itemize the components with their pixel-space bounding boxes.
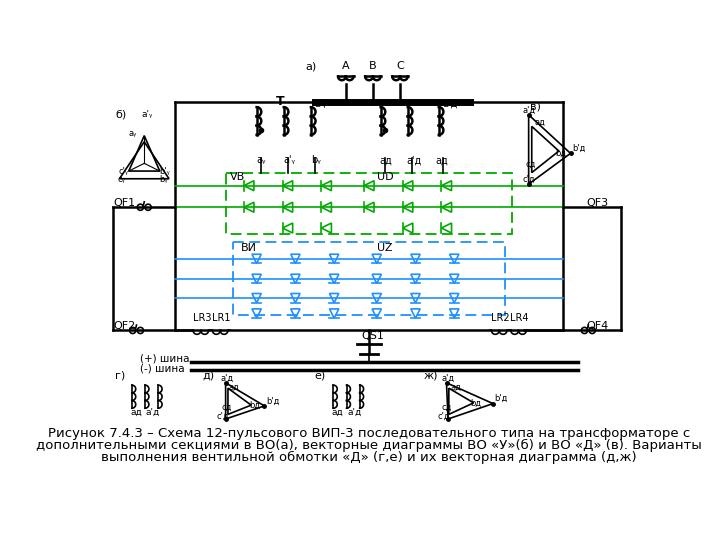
Text: QF1: QF1: [113, 198, 135, 208]
Text: д): д): [202, 371, 215, 381]
Text: a'д: a'д: [523, 105, 536, 114]
Text: UZ: UZ: [377, 243, 392, 253]
Text: VB: VB: [230, 172, 245, 183]
Text: LR1: LR1: [212, 313, 231, 323]
Text: B: B: [369, 62, 377, 71]
Text: a'ᵧ: a'ᵧ: [284, 156, 296, 165]
Text: c'д: c'д: [216, 412, 229, 421]
Text: bд: bд: [555, 148, 566, 158]
Text: bд: bд: [471, 399, 482, 408]
Text: b'д: b'д: [266, 396, 280, 406]
Text: aᵧ: aᵧ: [256, 156, 266, 165]
Text: A: A: [342, 62, 350, 71]
Text: c'ᵧ: c'ᵧ: [119, 167, 129, 176]
Text: a'д: a'д: [441, 374, 454, 382]
Text: aд: aд: [332, 407, 343, 416]
Text: a'ᵧ: a'ᵧ: [142, 110, 153, 119]
Text: дополнительными секциями в ВО(а), векторные диаграммы ВО «У»(б) и ВО «Д» (в). Ва: дополнительными секциями в ВО(а), вектор…: [36, 439, 702, 452]
Text: (-) шина: (-) шина: [140, 364, 185, 374]
Text: ж): ж): [423, 371, 438, 381]
Text: е): е): [315, 371, 326, 381]
Text: выполнения вентильной обмотки «Д» (г,е) и их векторная диаграмма (д,ж): выполнения вентильной обмотки «Д» (г,е) …: [102, 451, 636, 464]
Text: a'д: a'д: [145, 407, 160, 416]
Text: b'ᵧ: b'ᵧ: [160, 167, 171, 176]
Text: aд: aд: [435, 156, 448, 165]
Text: bд: bд: [249, 401, 260, 410]
Text: UD: UD: [377, 172, 393, 183]
Text: aд: aд: [229, 383, 240, 391]
Text: c'д: c'д: [438, 412, 451, 421]
Text: b'д: b'д: [572, 144, 585, 153]
Text: LR3: LR3: [193, 313, 212, 323]
Text: cд: cд: [442, 403, 452, 412]
Text: QF3: QF3: [586, 198, 608, 208]
Text: aᵧ: aᵧ: [129, 129, 137, 138]
Text: bᵧ: bᵧ: [311, 156, 320, 165]
Text: c'д: c'д: [523, 175, 535, 184]
Text: б): б): [116, 109, 127, 119]
Text: LR2: LR2: [492, 313, 510, 323]
Text: a'д: a'д: [220, 374, 233, 382]
Text: cд: cд: [222, 403, 232, 412]
Text: cд: cд: [526, 159, 536, 168]
Text: a'д: a'д: [443, 99, 458, 109]
Text: а): а): [305, 62, 317, 71]
Text: T: T: [276, 95, 284, 108]
Text: (+) шина: (+) шина: [140, 354, 190, 364]
Text: ВИ: ВИ: [241, 243, 257, 253]
Text: bᵧ: bᵧ: [160, 175, 168, 184]
Text: Рисунок 7.4.3 – Схема 12-пульсового ВИП-3 последовательного типа на трансформато: Рисунок 7.4.3 – Схема 12-пульсового ВИП-…: [48, 427, 690, 440]
Text: в): в): [530, 102, 541, 111]
Text: г): г): [114, 371, 125, 381]
Text: a'д: a'д: [347, 407, 361, 416]
Text: cᵧ: cᵧ: [118, 175, 126, 184]
Text: C: C: [396, 62, 404, 71]
Text: aд: aд: [451, 383, 462, 391]
Text: b'д: b'д: [495, 394, 508, 403]
Text: a'ᵧ: a'ᵧ: [315, 99, 327, 109]
Text: QS1: QS1: [361, 331, 384, 341]
Text: QF4: QF4: [586, 321, 608, 331]
Text: aд: aд: [535, 118, 546, 127]
Text: a'д: a'д: [406, 156, 421, 165]
Text: aд: aд: [379, 156, 392, 165]
Text: LR4: LR4: [510, 313, 528, 323]
Text: aд: aд: [130, 407, 142, 416]
Text: QF2: QF2: [113, 321, 135, 331]
